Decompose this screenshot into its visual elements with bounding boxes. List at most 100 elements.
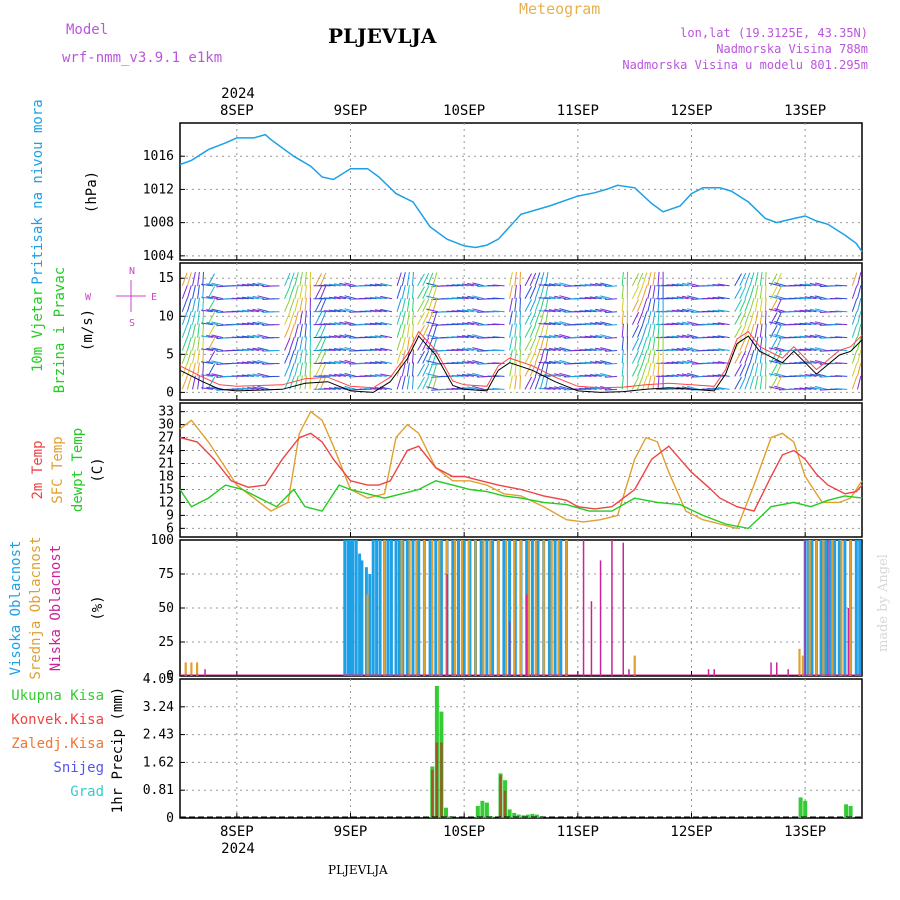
wind-arrow xyxy=(759,310,763,325)
wind-arrow xyxy=(206,386,219,390)
wind-arrow xyxy=(589,322,602,326)
wind-arrow xyxy=(284,337,291,351)
low-cloud-bar xyxy=(787,669,789,676)
cloud-ytick-label: 25 xyxy=(158,635,174,650)
wind-arrow xyxy=(509,272,513,286)
wind-arrow xyxy=(554,347,567,352)
low-cloud-bar xyxy=(707,669,710,676)
wind-ytick-label: 5 xyxy=(166,347,174,362)
mid-cloud-bar xyxy=(366,594,369,676)
wind-arrow xyxy=(369,309,382,313)
wind-arrow xyxy=(289,337,295,351)
wind-arrow xyxy=(856,297,862,312)
top-day-label: 11SEP xyxy=(557,103,599,119)
wind-arrow xyxy=(456,374,469,377)
wind-arrow xyxy=(687,372,700,377)
compass-s: S xyxy=(129,318,135,329)
precipitation-ytick-label: 2.43 xyxy=(143,728,174,743)
wind-arrow xyxy=(652,271,656,286)
wind-arrow xyxy=(652,336,656,351)
mid-cloud-bar xyxy=(798,648,801,676)
wind-arrow xyxy=(799,387,812,390)
wind-arrow xyxy=(814,282,827,287)
wind-arrow xyxy=(364,297,377,300)
wind-arrow xyxy=(202,310,204,325)
wind-arrow xyxy=(314,376,323,390)
low-cloud-bar xyxy=(590,601,593,676)
wind-arrow xyxy=(472,295,485,300)
wind-arrow xyxy=(514,310,517,325)
high-cloud-bar xyxy=(428,540,432,676)
wind-arrow xyxy=(344,347,357,352)
wind-arrow xyxy=(252,386,265,390)
wind-arrow xyxy=(739,285,747,299)
wind-arrow xyxy=(492,297,505,300)
wind-arrow xyxy=(432,375,438,390)
mid-cloud-bar xyxy=(815,540,818,676)
wind-arrow xyxy=(835,310,848,313)
wind-arrow xyxy=(241,387,254,390)
wind-arrow xyxy=(299,323,303,338)
wind-arrow xyxy=(799,296,812,300)
wind-ytick-label: 15 xyxy=(158,271,174,286)
wind-arrow xyxy=(380,386,393,390)
wind-arrow xyxy=(186,311,192,325)
wind-arrow xyxy=(544,297,549,312)
high-cloud-bar xyxy=(439,540,443,676)
wind-axis-title: 10m Vjetar xyxy=(30,288,46,372)
wind-arrow xyxy=(472,334,485,339)
temperature-ytick-label: 21 xyxy=(158,457,174,472)
wind-arrow xyxy=(344,372,357,377)
wind-arrow xyxy=(584,348,597,352)
wind-arrow xyxy=(197,323,200,338)
precipitation-ytick-label: 1.62 xyxy=(143,755,174,770)
wind-arrow xyxy=(456,296,469,300)
wind-arrow xyxy=(631,337,640,351)
wind-arrow xyxy=(856,285,862,299)
wind-arrow xyxy=(364,362,377,364)
wind-arrow xyxy=(814,321,827,326)
high-cloud-bar xyxy=(417,540,421,676)
wind-arrow xyxy=(856,362,862,377)
low-cloud-axis-title: Niska Oblacnost xyxy=(48,545,64,671)
wind-arrow xyxy=(759,375,763,390)
wind-arrow xyxy=(519,375,521,390)
high-cloud-bar xyxy=(837,540,841,676)
wind-arrow xyxy=(637,324,644,338)
wind-arrow xyxy=(374,309,387,313)
wind-arrow xyxy=(534,350,541,364)
wind-arrow xyxy=(328,348,341,352)
high-cloud-bar xyxy=(810,540,814,676)
high-cloud-bar xyxy=(401,540,405,676)
wind-arrow xyxy=(631,376,640,390)
wind-arrow xyxy=(717,283,730,287)
wind-arrow xyxy=(734,299,742,312)
wind-arrow xyxy=(417,376,425,390)
high-cloud-bar xyxy=(343,540,347,676)
wind-arrow xyxy=(514,349,517,364)
wind-arrow xyxy=(369,374,382,377)
wind-arrow xyxy=(538,323,551,326)
high-cloud-bar xyxy=(547,540,551,676)
wind-arrow xyxy=(186,298,192,312)
wind-arrow xyxy=(804,386,817,390)
high-cloud-bar xyxy=(368,574,372,676)
wind-arrow xyxy=(814,295,827,300)
wind-arrow xyxy=(461,348,474,352)
mid-cloud-bar xyxy=(190,662,193,676)
wind-arrow xyxy=(600,373,613,377)
wind-arrow xyxy=(334,360,347,364)
wind-arrow xyxy=(539,323,545,338)
wind-arrow xyxy=(637,272,644,287)
wind-arrow xyxy=(314,337,323,351)
wind-arrow xyxy=(461,361,474,364)
wind-arrow xyxy=(559,334,572,339)
wind-arrow xyxy=(206,360,219,364)
wind-arrow xyxy=(319,376,327,390)
wind-arrow xyxy=(202,349,204,364)
wind-arrow xyxy=(835,336,848,339)
precip-total-bar xyxy=(848,806,853,818)
wind-arrow xyxy=(344,321,357,326)
wind-arrow xyxy=(411,375,414,390)
meteogram-label: Meteogram xyxy=(519,0,600,18)
